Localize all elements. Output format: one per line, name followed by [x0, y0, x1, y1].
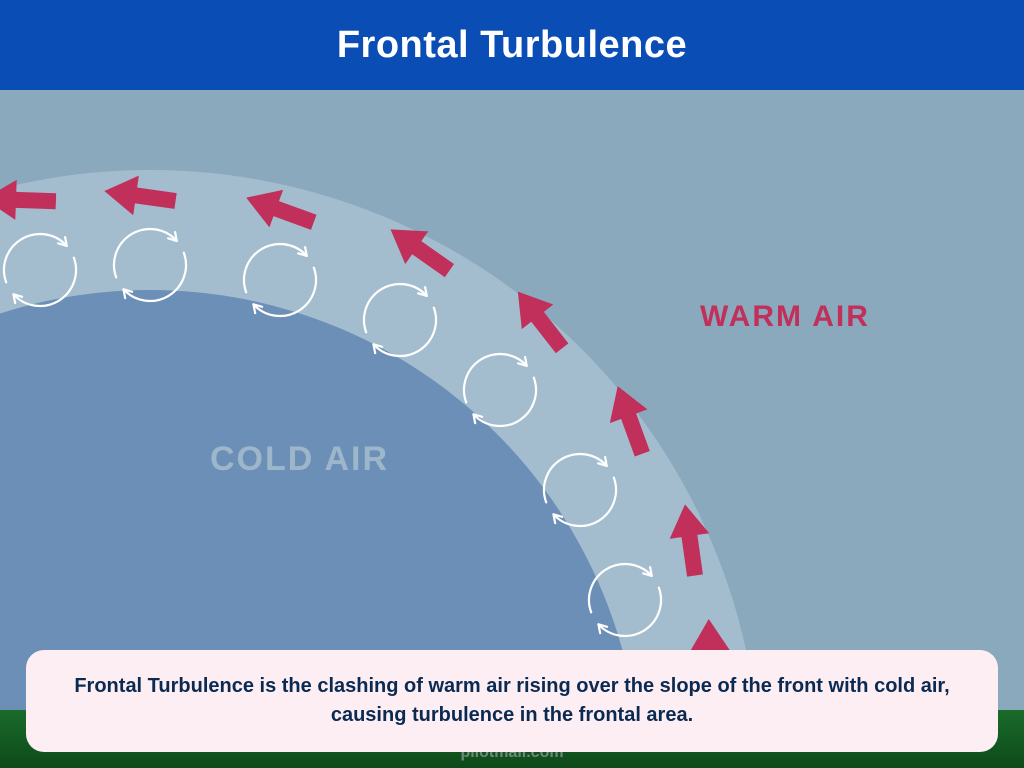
- turbulence-swirl-icon: [457, 347, 543, 433]
- caption-text: Frontal Turbulence is the clashing of wa…: [66, 672, 958, 730]
- page-title: Frontal Turbulence: [337, 24, 687, 67]
- header: Frontal Turbulence: [0, 0, 1024, 90]
- warm-air-label: WARM AIR: [700, 300, 870, 334]
- turbulence-swirl-icon: [0, 227, 83, 313]
- turbulence-swirl-icon: [537, 447, 623, 533]
- diagram-area: COLD AIR WARM AIR: [0, 90, 1024, 710]
- turbulence-swirl-icon: [237, 237, 323, 323]
- cold-air-label: COLD AIR: [210, 440, 389, 479]
- warm-air-arrow: [0, 179, 57, 221]
- turbulence-swirl-icon: [582, 557, 668, 643]
- warm-air-arrow: [665, 502, 715, 579]
- turbulence-swirl-icon: [357, 277, 443, 363]
- turbulence-swirl-icon: [107, 222, 193, 308]
- caption-box: Frontal Turbulence is the clashing of wa…: [26, 650, 998, 752]
